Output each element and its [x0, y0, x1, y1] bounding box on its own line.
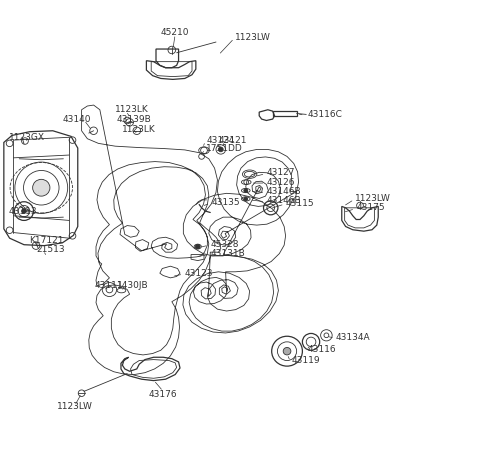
Text: 43124: 43124: [206, 135, 235, 145]
Text: 43111: 43111: [95, 281, 123, 290]
Text: K17121: K17121: [29, 235, 63, 245]
Text: 43116C: 43116C: [307, 110, 342, 119]
Text: 43123: 43123: [185, 269, 213, 278]
Text: 43116: 43116: [307, 345, 336, 354]
Circle shape: [218, 147, 223, 152]
Text: 45328: 45328: [210, 240, 239, 249]
Text: 43131B: 43131B: [210, 249, 245, 258]
Text: 43126: 43126: [266, 177, 295, 187]
Text: 43134A: 43134A: [336, 333, 371, 342]
Text: 43146B: 43146B: [266, 187, 301, 196]
Text: 1123LK: 1123LK: [115, 105, 149, 114]
Text: 1123GX: 1123GX: [9, 133, 45, 142]
Text: 43176: 43176: [149, 390, 178, 399]
Circle shape: [244, 189, 248, 192]
Text: 1751DD: 1751DD: [206, 144, 243, 153]
Circle shape: [244, 197, 248, 201]
Circle shape: [283, 347, 291, 355]
Text: 43135: 43135: [211, 198, 240, 207]
Text: 43139B: 43139B: [117, 114, 151, 124]
Text: 43121: 43121: [218, 135, 247, 145]
Text: 43175: 43175: [356, 203, 385, 212]
Text: 43113: 43113: [9, 206, 37, 216]
Text: 43119: 43119: [292, 356, 321, 365]
Text: 43127: 43127: [266, 168, 295, 177]
Text: 1123LW: 1123LW: [355, 194, 391, 203]
Text: 1430JB: 1430JB: [117, 281, 148, 290]
Text: 43146B: 43146B: [266, 196, 301, 205]
Text: 1123LK: 1123LK: [122, 125, 156, 134]
Circle shape: [22, 209, 26, 213]
Text: 1123LW: 1123LW: [235, 33, 271, 42]
Text: 43115: 43115: [286, 198, 314, 208]
Circle shape: [33, 179, 50, 196]
Circle shape: [195, 244, 200, 249]
Text: 45210: 45210: [161, 28, 190, 37]
Text: 43140: 43140: [62, 114, 91, 124]
Text: 21513: 21513: [36, 245, 65, 254]
Text: 1123LW: 1123LW: [57, 402, 92, 411]
